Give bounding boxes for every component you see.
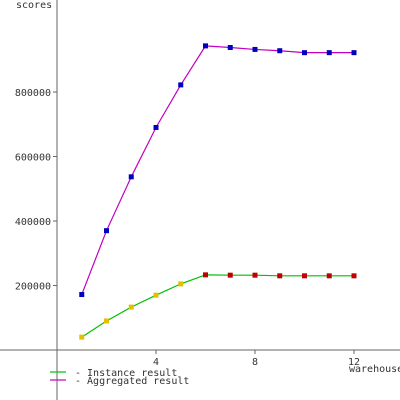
data-point — [326, 50, 332, 56]
series-aggregated-result — [79, 43, 357, 298]
data-point — [252, 46, 258, 52]
data-point — [227, 272, 233, 278]
y-tick-label: 600000 — [15, 153, 51, 164]
data-point — [104, 228, 109, 234]
series-instance-result — [79, 272, 357, 340]
data-point — [351, 273, 357, 279]
data-point — [277, 273, 283, 279]
data-point — [277, 48, 283, 54]
y-axis-label: scores — [16, 0, 52, 11]
y-tick-label: 400000 — [15, 217, 51, 228]
data-point — [227, 44, 233, 50]
x-axis-label: warehouses — [349, 364, 400, 375]
legend-label: - Instance result — [75, 368, 177, 379]
data-point — [178, 281, 184, 287]
data-point — [326, 273, 332, 279]
data-point — [79, 334, 85, 340]
data-point — [128, 174, 134, 180]
x-tick-label: 12 — [348, 357, 360, 368]
x-tick-label: 4 — [153, 357, 159, 368]
data-point — [104, 318, 109, 324]
data-point — [203, 272, 208, 278]
y-tick-label: 800000 — [15, 88, 51, 99]
series-layer — [79, 43, 357, 340]
legend-label: - Aggregated result — [75, 376, 189, 387]
data-point — [203, 43, 208, 49]
data-point — [351, 50, 357, 56]
data-point — [302, 273, 307, 279]
data-point — [153, 124, 159, 130]
series-line — [81, 274, 354, 338]
data-point — [79, 292, 85, 298]
y-tick-label: 200000 — [15, 282, 51, 293]
x-tick-label: 8 — [252, 357, 258, 368]
legend: - Instance result- Aggregated result — [50, 368, 189, 387]
data-point — [302, 50, 307, 56]
data-point — [153, 292, 159, 298]
data-point — [128, 304, 134, 310]
data-point — [252, 272, 258, 278]
data-point — [178, 82, 184, 88]
series-line — [81, 45, 354, 295]
